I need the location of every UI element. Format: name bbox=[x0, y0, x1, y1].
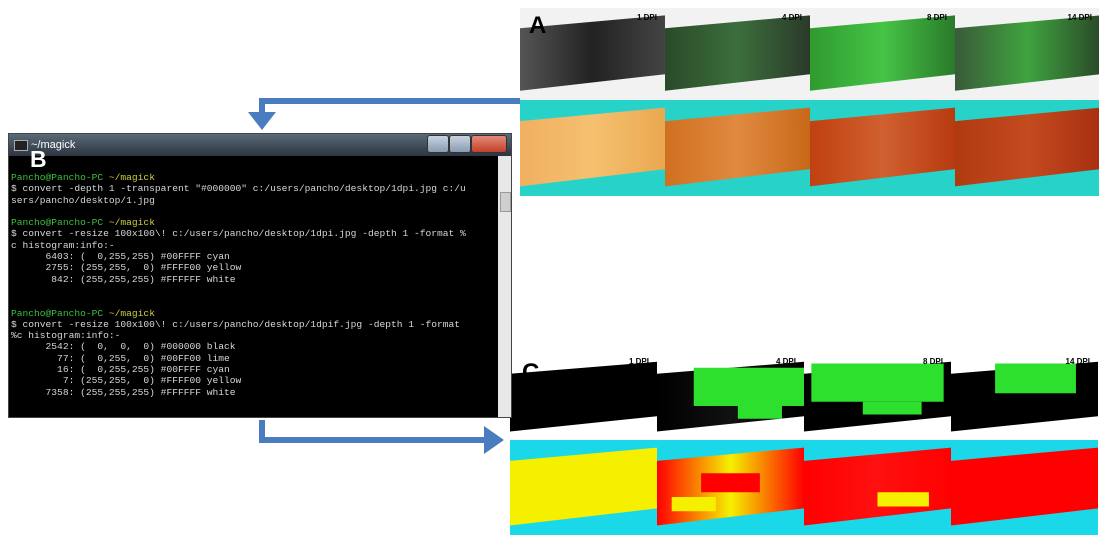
terminal-line: $ convert -resize 100x100\! c:/users/pan… bbox=[11, 228, 466, 239]
terminal-line: 77: ( 0,255, 0) #00FF00 lime bbox=[11, 353, 230, 364]
terminal-window: ~/magick Pancho@Pancho-PC ~/magick $ con… bbox=[8, 133, 512, 418]
dpi-label: 8 DPI bbox=[923, 357, 943, 366]
prompt-path: ~/magick bbox=[109, 172, 155, 183]
terminal-line: $ convert -depth 1 -transparent "#000000… bbox=[11, 183, 466, 194]
title-bar: ~/magick bbox=[9, 134, 511, 156]
dpi-label: 8 DPI bbox=[927, 13, 947, 22]
terminal-output: Pancho@Pancho-PC ~/magick $ convert -dep… bbox=[9, 156, 498, 417]
prompt-user: Pancho@Pancho-PC bbox=[11, 217, 103, 228]
panel-label: C bbox=[522, 359, 539, 386]
arrow-a-to-b bbox=[262, 101, 520, 118]
dpi-label: 1 DPI bbox=[629, 357, 649, 366]
image-region bbox=[701, 473, 760, 492]
dpi-label: 14 DPI bbox=[1066, 357, 1090, 366]
arrow-b-to-c bbox=[262, 420, 488, 440]
prompt-user: Pancho@Pancho-PC bbox=[11, 172, 103, 183]
terminal-line: 842: (255,255,255) #FFFFFF white bbox=[11, 274, 236, 285]
dpi-label: 4 DPI bbox=[776, 357, 796, 366]
prompt-user: Pancho@Pancho-PC bbox=[11, 308, 103, 319]
terminal-line: sers/pancho/desktop/1.jpg bbox=[11, 195, 155, 206]
panel-label: B bbox=[30, 146, 47, 173]
image-region bbox=[995, 364, 1076, 394]
dpi-label: 1 DPI bbox=[637, 13, 657, 22]
image-region bbox=[863, 402, 922, 415]
terminal-line: %c histogram:info:- bbox=[11, 330, 120, 341]
page: 1 DPI 1 DPI 4 DPI 4 DPI 8 DPI 8 DPI 14 DPI 14 D… bbox=[0, 0, 1099, 535]
terminal-line: 2542: ( 0, 0, 0) #000000 black bbox=[11, 341, 236, 352]
prompt-path: ~/magick bbox=[109, 308, 155, 319]
scrollbar[interactable] bbox=[498, 156, 511, 417]
arrow-head bbox=[484, 426, 504, 454]
terminal-line: c histogram:info:- bbox=[11, 240, 115, 251]
arrow-head bbox=[248, 112, 276, 130]
panel-label: A bbox=[529, 12, 546, 39]
image-region bbox=[672, 497, 716, 511]
window-icon bbox=[14, 140, 28, 151]
scroll-thumb[interactable] bbox=[500, 192, 511, 212]
terminal-line: $ convert -resize 100x100\! c:/users/pan… bbox=[11, 319, 460, 330]
image-region bbox=[694, 368, 804, 406]
maximize-button[interactable] bbox=[449, 135, 471, 153]
dpi-label: 4 DPI bbox=[782, 13, 802, 22]
terminal-line: 7358: (255,255,255) #FFFFFF white bbox=[11, 387, 236, 398]
terminal-line: 2755: (255,255, 0) #FFFF00 yellow bbox=[11, 262, 241, 273]
minimize-button[interactable] bbox=[427, 135, 449, 153]
image-region bbox=[878, 492, 929, 506]
dpi-label: 14 DPI bbox=[1068, 13, 1092, 22]
terminal-line: 6403: ( 0,255,255) #00FFFF cyan bbox=[11, 251, 230, 262]
terminal-line: 16: ( 0,255,255) #00FFFF cyan bbox=[11, 364, 230, 375]
close-button[interactable] bbox=[471, 135, 507, 153]
image-panels: 1 DPI 1 DPI 4 DPI 4 DPI 8 DPI 8 DPI 14 DPI 14 D… bbox=[510, 8, 1099, 535]
prompt-path: ~/magick bbox=[109, 217, 155, 228]
image-region bbox=[738, 402, 782, 419]
image-region bbox=[811, 364, 943, 402]
terminal-line: 7: (255,255, 0) #FFFF00 yellow bbox=[11, 375, 241, 386]
